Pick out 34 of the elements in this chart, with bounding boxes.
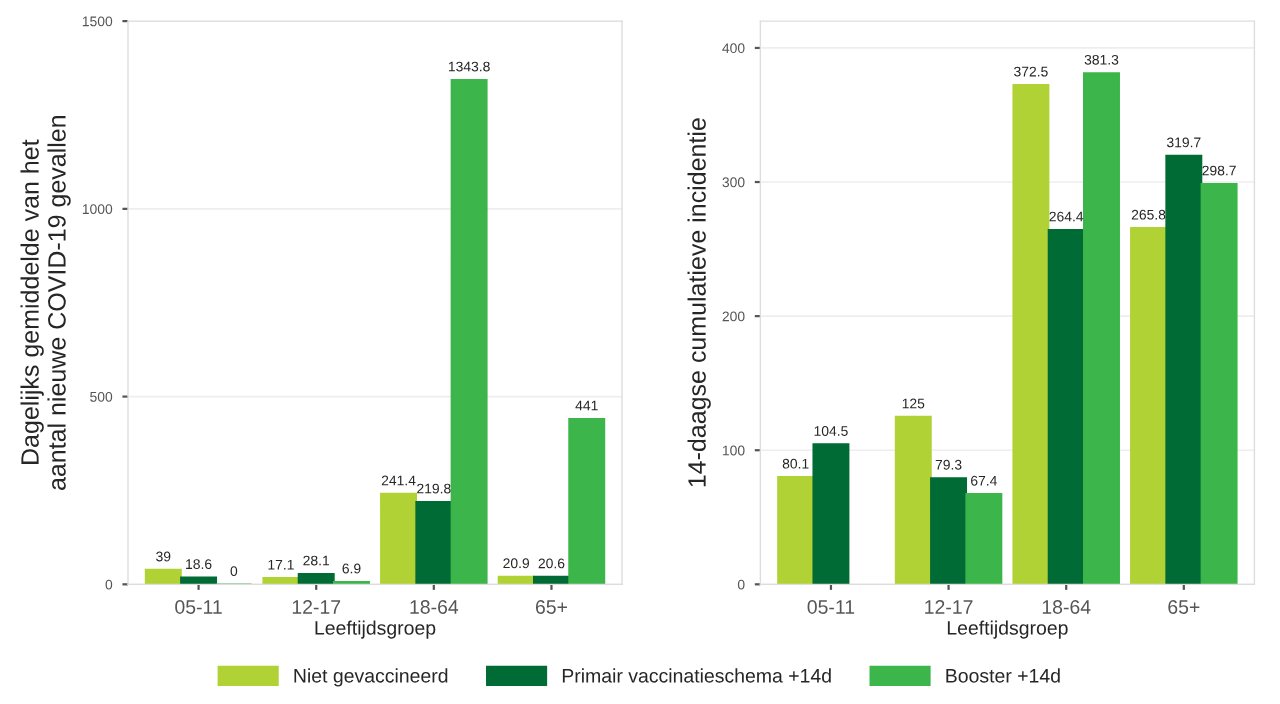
x-tick-label: 65+ <box>535 600 567 614</box>
bar <box>297 572 335 585</box>
bar <box>180 576 218 585</box>
bar <box>1012 83 1050 585</box>
bar <box>930 477 968 585</box>
bar <box>380 492 418 585</box>
x-axis-title: Leeftijdsgroep <box>315 620 436 639</box>
y-axis-title: Dagelijks gemiddelde van het aantal nieuwe COVID-19 gevallen <box>20 116 71 490</box>
bar <box>1200 182 1238 585</box>
x-tick-label: 65+ <box>1168 600 1200 614</box>
bar <box>777 476 815 585</box>
bar <box>415 500 453 585</box>
x-tick-label: 12-17 <box>292 600 341 614</box>
bar <box>812 443 850 585</box>
bar <box>1130 227 1168 585</box>
bar <box>262 577 300 585</box>
x-axis-title: Leeftijdsgroep <box>947 620 1068 639</box>
bar <box>144 568 182 585</box>
bar <box>965 493 1003 585</box>
bar <box>1083 72 1120 585</box>
legend-label: Niet gevaccineerd <box>294 668 448 687</box>
bar <box>1165 154 1203 585</box>
x-tick-label: 18-64 <box>410 600 459 614</box>
bar <box>450 78 488 585</box>
bar <box>1047 228 1085 585</box>
legend-label: Primair vaccinatieschema +14d <box>562 668 831 683</box>
bar <box>894 415 932 585</box>
x-tick-label: 18-64 <box>1042 600 1091 614</box>
x-tick-label: 12-17 <box>925 600 973 614</box>
bar <box>568 417 606 585</box>
x-tick-label: 05-11 <box>807 600 855 614</box>
legend-label: Booster +14d <box>946 668 1060 683</box>
y-axis-title: 14-daagse cumulatieve incidentie <box>687 118 711 487</box>
x-tick-label: 05-11 <box>175 600 222 614</box>
